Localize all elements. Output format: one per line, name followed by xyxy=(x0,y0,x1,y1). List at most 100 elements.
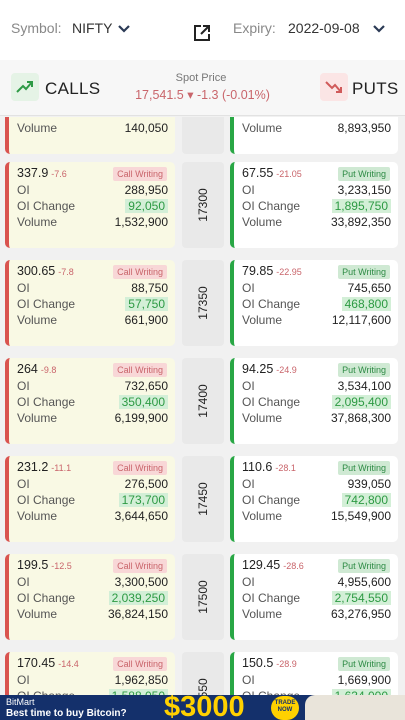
trending-down-icon xyxy=(320,73,348,101)
oi-change-label: OI Change xyxy=(17,199,76,213)
put-oi: 4,955,600 xyxy=(337,575,391,589)
oi-label: OI xyxy=(242,281,255,295)
call-writing-badge: Call Writing xyxy=(113,167,167,181)
put-price: 129.45 -28.6 xyxy=(242,558,304,572)
put-card[interactable]: 129.45 -28.6 Put Writing OI 4,955,600 OI … xyxy=(230,554,398,640)
put-card[interactable]: Volume 8,893,950 xyxy=(230,117,398,154)
call-card[interactable]: 170.45-14.4 Call Writing OI 1,962,850 OI… xyxy=(5,652,175,695)
call-price: 337.9 -7.6 xyxy=(17,166,67,180)
call-price-change: -11.1 xyxy=(51,463,72,473)
put-card[interactable]: 110.6 -28.1 Put Writing OI 939,050 OI Cha… xyxy=(230,456,398,542)
strike-price-cell: 17350 xyxy=(182,260,224,346)
put-volume: 15,549,900 xyxy=(330,509,391,523)
volume-label: Volume xyxy=(17,313,58,327)
call-price: 264 -9.8 xyxy=(17,362,57,376)
oi-change-label: OI Change xyxy=(17,297,76,311)
symbol-label: Symbol: xyxy=(11,20,62,36)
call-price: 199.5 -12.5 xyxy=(17,558,72,572)
strike-price-cell: 17400 xyxy=(182,358,224,444)
call-oi: 1,962,850 xyxy=(114,673,168,687)
put-oi: 939,050 xyxy=(347,477,391,491)
put-writing-badge: Put Writing xyxy=(338,363,390,377)
oi-change-label: OI Change xyxy=(242,493,301,507)
call-card[interactable]: 300.65 -7.8 Call Writing OI 88,750 OI Cha… xyxy=(5,260,175,346)
call-writing-badge: Call Writing xyxy=(113,265,167,279)
put-card[interactable]: 150.5-28.9 Put Writing OI 1,669,900 OI C… xyxy=(230,652,398,695)
oi-change-label: OI Change xyxy=(242,591,301,605)
put-price: 79.85 -22.95 xyxy=(242,264,302,278)
strike-price: 17500 xyxy=(196,580,210,614)
put-oi: 3,534,100 xyxy=(337,379,391,393)
call-card[interactable]: 231.2 -11.1 Call Writing OI 276,500 OI Ch… xyxy=(5,456,175,542)
call-card[interactable]: 264 -9.8 Call Writing OI 732,650 OI Chang… xyxy=(5,358,175,444)
call-oi-change: 92,050 xyxy=(125,199,168,213)
oi-label: OI xyxy=(242,575,255,589)
open-external-icon[interactable] xyxy=(193,24,211,42)
call-volume: 36,824,150 xyxy=(107,607,168,621)
call-volume: 661,900 xyxy=(124,313,168,327)
option-chain-list[interactable]: Volume 140,050 Volume 8,893,950 337.9 -7.… xyxy=(0,117,405,695)
call-oi: 88,750 xyxy=(131,281,168,295)
strike-row: 170.45-14.4 Call Writing OI 1,962,850 OI… xyxy=(0,652,405,695)
chevron-down-icon[interactable] xyxy=(372,24,386,34)
call-volume: 140,050 xyxy=(124,121,168,135)
call-price-change: -7.8 xyxy=(58,267,74,277)
put-oi: 745,650 xyxy=(347,281,391,295)
call-card[interactable]: 199.5 -12.5 Call Writing OI 3,300,500 OI … xyxy=(5,554,175,640)
strike-row: 337.9 -7.6 Call Writing OI 288,950 OI Cha… xyxy=(0,162,405,248)
ad-banner[interactable]: BitMart Best time to buy Bitcoin? $3000 … xyxy=(0,695,405,720)
call-volume: 1,532,900 xyxy=(114,215,168,229)
oi-change-label: OI Change xyxy=(242,297,301,311)
volume-label: Volume xyxy=(242,607,283,621)
strike-price: 17300 xyxy=(196,188,210,222)
call-price: 231.2 -11.1 xyxy=(17,460,72,474)
put-card[interactable]: 79.85 -22.95 Put Writing OI 745,650 OI Ch… xyxy=(230,260,398,346)
volume-label: Volume xyxy=(242,215,283,229)
put-price-change: -21.05 xyxy=(276,169,302,179)
put-oi-change: 468,800 xyxy=(341,297,391,311)
spot-price-label: Spot Price xyxy=(175,72,227,84)
put-volume: 33,892,350 xyxy=(330,215,391,229)
call-card[interactable]: Volume 140,050 xyxy=(5,117,175,154)
put-writing-badge: Put Writing xyxy=(338,167,390,181)
put-price: 67.55 -21.05 xyxy=(242,166,302,180)
strike-row: 199.5 -12.5 Call Writing OI 3,300,500 OI … xyxy=(0,554,405,640)
oi-label: OI xyxy=(242,477,255,491)
call-writing-badge: Call Writing xyxy=(113,657,167,671)
strike-row: Volume 140,050 Volume 8,893,950 xyxy=(0,117,405,154)
put-card[interactable]: 94.25 -24.9 Put Writing OI 3,534,100 OI C… xyxy=(230,358,398,444)
oi-label: OI xyxy=(17,281,30,295)
call-oi: 732,650 xyxy=(124,379,168,393)
put-price-change: -28.9 xyxy=(276,659,297,669)
spot-price-value: 17,541.5 ▾ -1.3 (-0.01%) xyxy=(135,88,270,102)
calls-heading: CALLS xyxy=(45,79,101,98)
ad-trade-now-button[interactable]: TRADE NOW xyxy=(271,696,299,720)
volume-label: Volume xyxy=(17,607,58,621)
put-oi-change: 1,634,000 xyxy=(331,689,391,695)
oi-change-label: OI Change xyxy=(17,395,76,409)
call-oi: 276,500 xyxy=(124,477,168,491)
strike-price: 17550 xyxy=(196,678,210,695)
call-volume: 3,644,650 xyxy=(114,509,168,523)
call-writing-badge: Call Writing xyxy=(113,461,167,475)
put-price: 150.5 -28.9 xyxy=(242,656,297,670)
call-price-change: -14.4 xyxy=(58,659,79,669)
ad-brand: BitMart xyxy=(6,697,35,707)
put-price-change: -24.9 xyxy=(276,365,297,375)
oi-change-label: OI Change xyxy=(242,395,301,409)
oi-change-label: OI Change xyxy=(17,493,76,507)
call-card[interactable]: 337.9 -7.6 Call Writing OI 288,950 OI Cha… xyxy=(5,162,175,248)
expiry-select[interactable]: 2022-09-08 xyxy=(288,20,360,36)
strike-price-cell: 17550 xyxy=(182,652,224,695)
ad-amount: $3000 xyxy=(164,695,245,720)
put-oi: 3,233,150 xyxy=(337,183,391,197)
volume-label: Volume xyxy=(17,121,58,135)
call-oi-change: 173,700 xyxy=(118,493,168,507)
symbol-select[interactable]: NIFTY xyxy=(72,20,113,36)
call-oi-change: 350,400 xyxy=(118,395,168,409)
put-card[interactable]: 67.55 -21.05 Put Writing OI 3,233,150 OI … xyxy=(230,162,398,248)
chevron-down-icon[interactable] xyxy=(117,24,131,34)
call-price-change: -7.6 xyxy=(51,169,67,179)
ad-image xyxy=(305,695,405,720)
